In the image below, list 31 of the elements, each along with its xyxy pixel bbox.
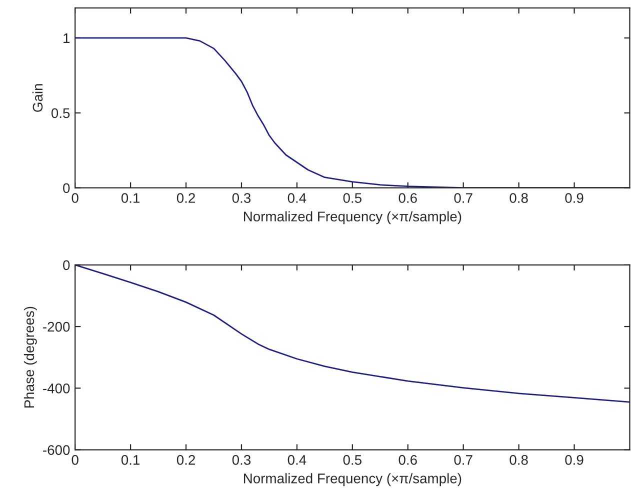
x-tick-label: 0.7 [454,455,472,465]
x-tick-label: 0.1 [121,455,140,465]
y-tick-label: 0 [63,260,70,270]
x-tick-label: 0.9 [565,193,584,203]
y-tick-label: -200 [43,322,70,332]
x-tick-label: 0.6 [398,455,417,465]
x-tick-label: 0.8 [510,455,528,465]
y-tick-label: 0.5 [51,108,70,118]
x-tick-label: 0.6 [398,193,417,203]
x-tick-label: 0.3 [232,193,251,203]
x-tick-label: 0 [72,193,78,203]
y-tick-label: 1 [64,33,70,43]
x-tick-label: 0.2 [176,193,195,203]
x-tick-label: 0.4 [288,193,306,203]
x-tick-label: 0.4 [288,455,306,465]
x-tick-label: 0.7 [454,193,472,203]
y-tick-label: 0 [63,183,70,194]
y-tick-label: -600 [43,445,70,455]
x-tick-label: 0 [72,455,78,465]
x-tick-label: 0.8 [510,193,528,203]
x-tick-label: 0.5 [343,455,362,465]
x-tick-label: 0.2 [176,455,195,465]
x-tick-label: 0.5 [343,193,362,203]
x-tick-label: 0.3 [232,455,251,465]
y-axis-title: Gain [32,84,43,112]
x-tick-label: 0.1 [121,193,140,203]
x-axis-title: Normalized Frequency (×π/sample) [244,211,462,224]
x-tick-label: 0.9 [565,455,584,465]
y-axis-title: Phase (degrees) [24,306,37,408]
y-tick-label: -400 [43,383,70,394]
x-axis-title: Normalized Frequency (×π/sample) [244,473,462,486]
